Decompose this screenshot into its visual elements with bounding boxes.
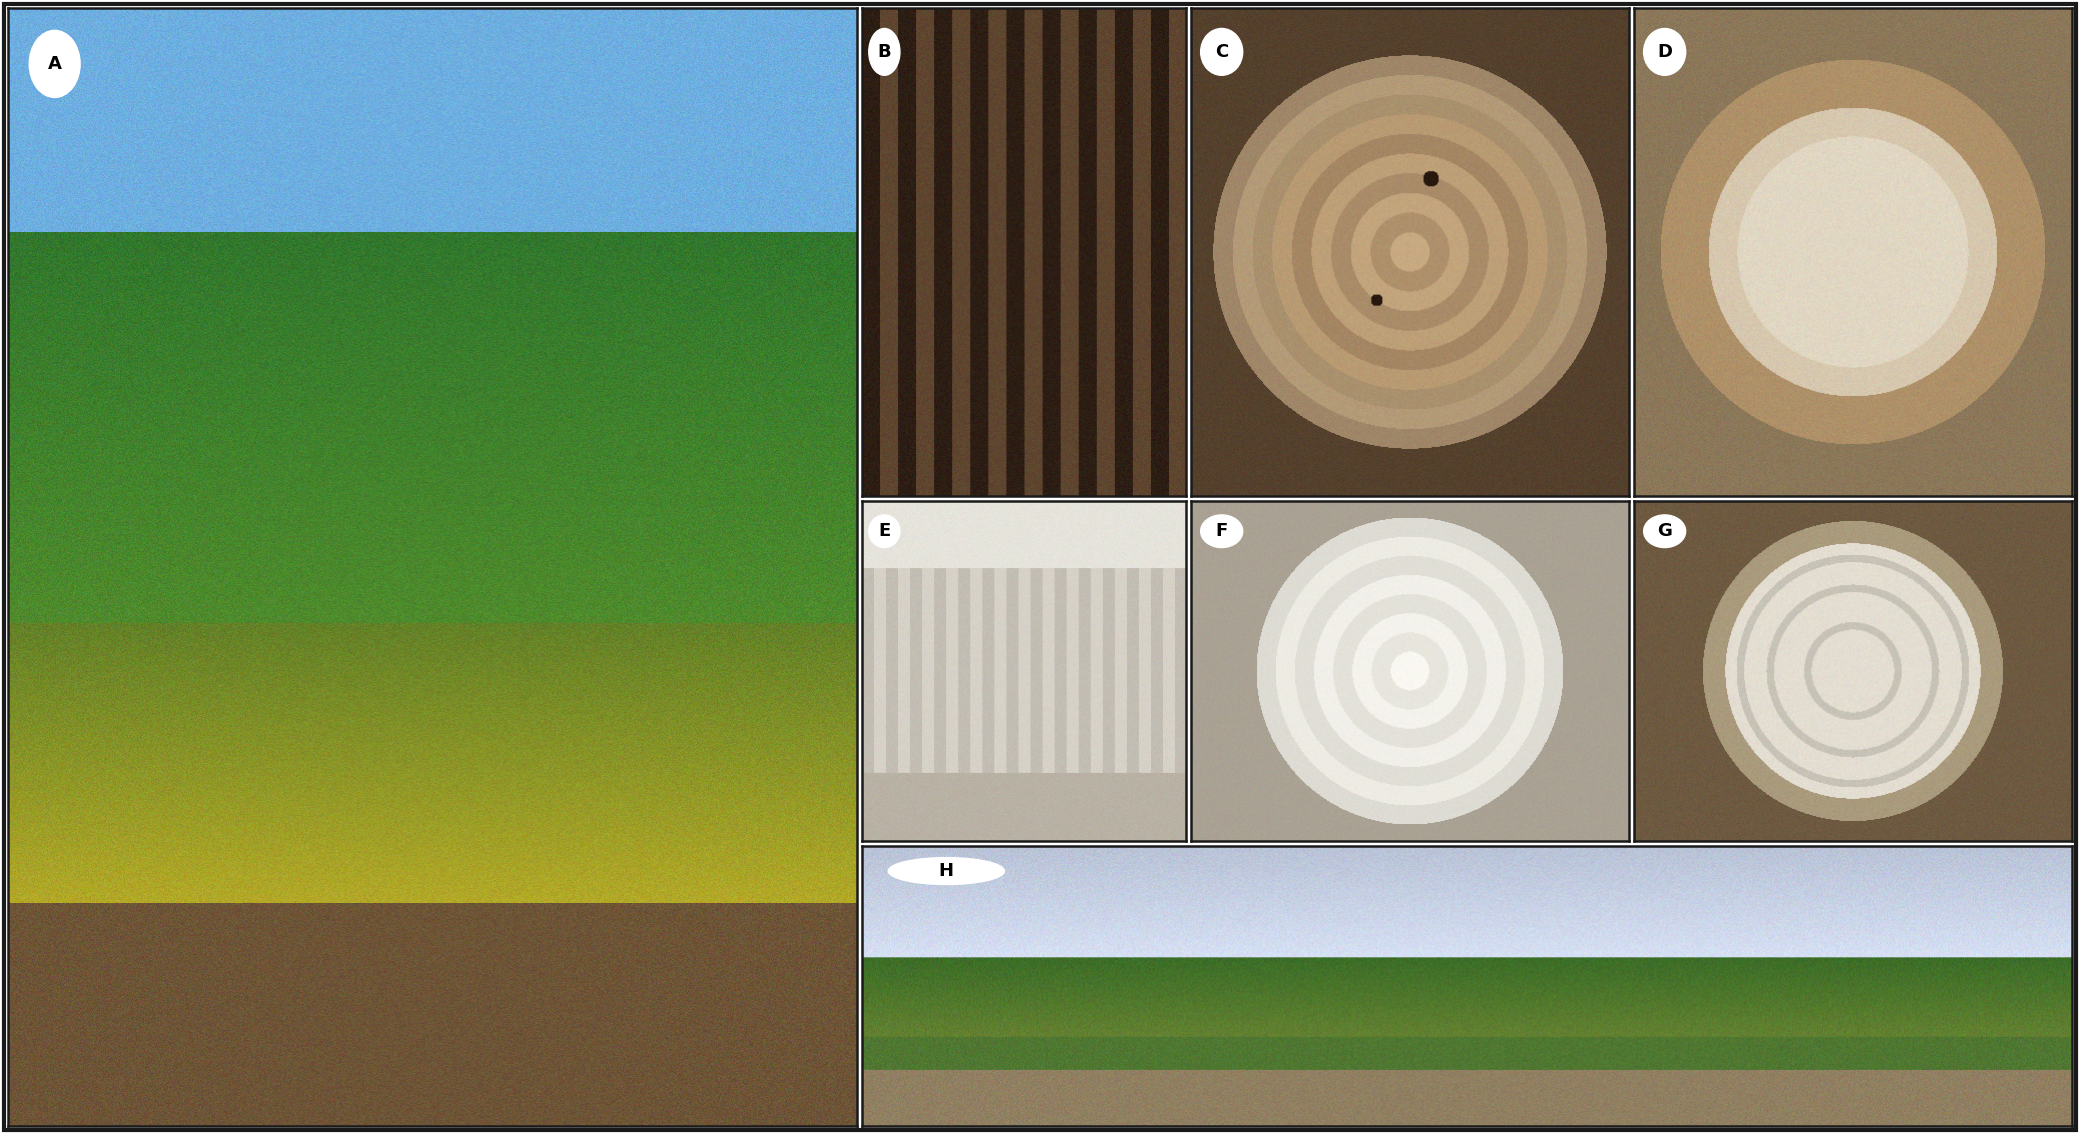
Circle shape — [1643, 515, 1685, 548]
Circle shape — [29, 31, 81, 98]
Circle shape — [869, 28, 901, 75]
Text: D: D — [1658, 43, 1672, 61]
Text: F: F — [1215, 523, 1227, 540]
Text: B: B — [878, 43, 890, 61]
Text: G: G — [1658, 523, 1672, 540]
Circle shape — [1643, 28, 1685, 75]
Text: E: E — [878, 523, 890, 540]
Text: H: H — [938, 862, 955, 880]
Text: C: C — [1215, 43, 1229, 61]
Circle shape — [1200, 28, 1242, 75]
Circle shape — [888, 857, 1005, 885]
Text: A: A — [48, 54, 62, 73]
Circle shape — [1200, 515, 1242, 548]
Circle shape — [869, 515, 901, 548]
